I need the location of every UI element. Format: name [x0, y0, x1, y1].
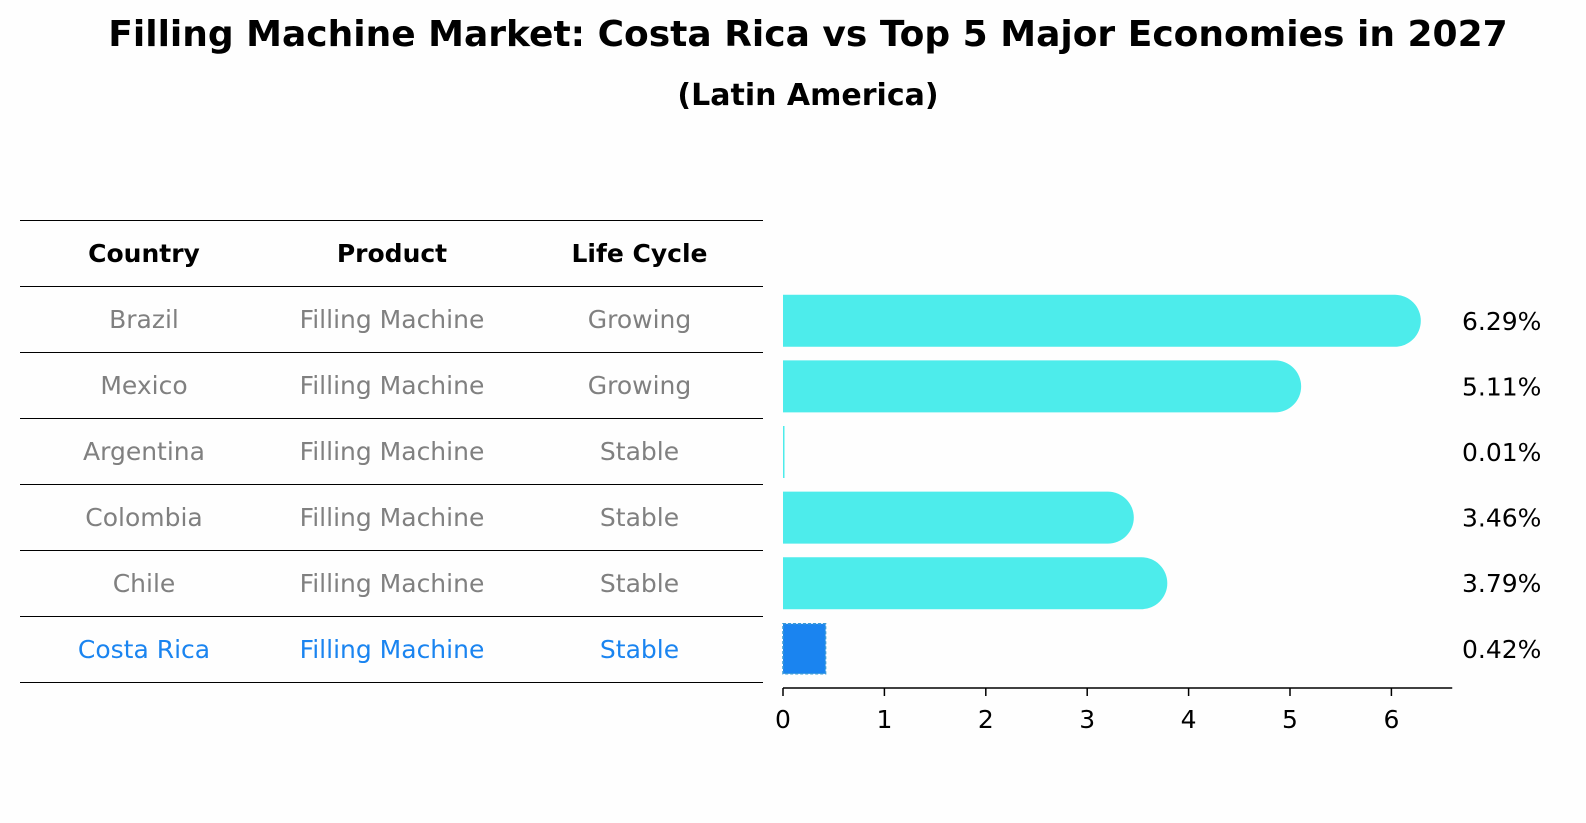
x-tick-label: 4	[1181, 705, 1197, 734]
x-tick-label: 1	[876, 705, 892, 734]
cell-country: Colombia	[20, 484, 268, 551]
x-tick-label: 3	[1079, 705, 1095, 734]
x-tick-label: 5	[1282, 705, 1298, 734]
cell-product: Filling Machine	[268, 550, 516, 617]
value-label: 5.11%	[1462, 372, 1541, 401]
cell-product: Filling Machine	[268, 352, 516, 419]
table-row: Mexico Filling Machine Growing	[20, 352, 763, 419]
bar-mexico	[783, 360, 1302, 413]
header-life-cycle: Life Cycle	[516, 220, 763, 287]
cell-country: Costa Rica	[20, 616, 268, 683]
table-row: Costa Rica Filling Machine Stable	[20, 616, 763, 683]
x-tick-label: 2	[978, 705, 994, 734]
value-label: 6.29%	[1462, 307, 1541, 336]
value-label: 0.01%	[1462, 438, 1541, 467]
country-table: Country Product Life Cycle Brazil Filling…	[20, 220, 763, 683]
x-tick-label: 0	[775, 705, 791, 734]
bar-costa-rica	[782, 623, 827, 675]
bar-colombia	[783, 491, 1134, 544]
cell-country: Brazil	[20, 286, 268, 353]
cell-life-cycle: Stable	[516, 484, 763, 551]
bar-argentina	[783, 426, 785, 478]
cell-country: Chile	[20, 550, 268, 617]
chart-subtitle: (Latin America)	[677, 78, 939, 113]
table-row: Brazil Filling Machine Growing	[20, 286, 763, 353]
bar-brazil	[783, 294, 1421, 347]
cell-country: Argentina	[20, 418, 268, 485]
x-tick-label: 6	[1383, 705, 1399, 734]
table-header-row: Country Product Life Cycle	[20, 220, 763, 287]
cell-life-cycle: Growing	[516, 286, 763, 353]
chart-title: Filling Machine Market: Costa Rica vs To…	[108, 14, 1508, 55]
bar-chile	[783, 557, 1168, 610]
cell-life-cycle: Growing	[516, 352, 763, 419]
cell-life-cycle: Stable	[516, 616, 763, 683]
table-row: Colombia Filling Machine Stable	[20, 484, 763, 551]
cell-life-cycle: Stable	[516, 550, 763, 617]
table-row: Argentina Filling Machine Stable	[20, 418, 763, 485]
value-label: 3.79%	[1462, 569, 1541, 598]
header-product: Product	[268, 220, 516, 287]
cell-life-cycle: Stable	[516, 418, 763, 485]
cell-product: Filling Machine	[268, 616, 516, 683]
cell-product: Filling Machine	[268, 484, 516, 551]
cell-product: Filling Machine	[268, 418, 516, 485]
value-label: 3.46%	[1462, 504, 1541, 533]
value-label: 0.42%	[1462, 635, 1541, 664]
table-row: Chile Filling Machine Stable	[20, 550, 763, 617]
cell-product: Filling Machine	[268, 286, 516, 353]
cell-country: Mexico	[20, 352, 268, 419]
header-country: Country	[20, 220, 268, 287]
